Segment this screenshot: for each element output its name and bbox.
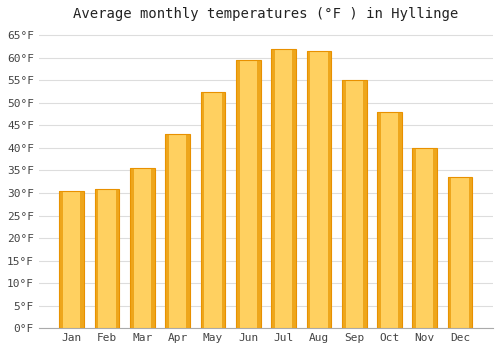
Bar [130,168,155,328]
Bar [200,92,204,328]
Bar [166,134,169,328]
Bar [222,92,226,328]
Bar [468,177,472,328]
Title: Average monthly temperatures (°F ) in Hyllinge: Average monthly temperatures (°F ) in Hy… [74,7,458,21]
Bar [328,51,331,328]
Bar [94,189,98,328]
Bar [80,191,84,328]
Bar [60,191,63,328]
Bar [448,177,472,328]
Bar [151,168,155,328]
Bar [200,92,226,328]
Bar [116,189,119,328]
Bar [271,49,275,328]
Bar [342,80,366,328]
Bar [377,112,381,328]
Bar [257,60,260,328]
Bar [94,189,120,328]
Bar [306,51,331,328]
Bar [434,148,437,328]
Bar [306,51,310,328]
Bar [412,148,416,328]
Bar [236,60,240,328]
Bar [271,49,296,328]
Bar [448,177,452,328]
Bar [363,80,366,328]
Bar [186,134,190,328]
Bar [292,49,296,328]
Bar [377,112,402,328]
Bar [342,80,345,328]
Bar [398,112,402,328]
Bar [166,134,190,328]
Bar [236,60,260,328]
Bar [412,148,437,328]
Bar [60,191,84,328]
Bar [130,168,134,328]
